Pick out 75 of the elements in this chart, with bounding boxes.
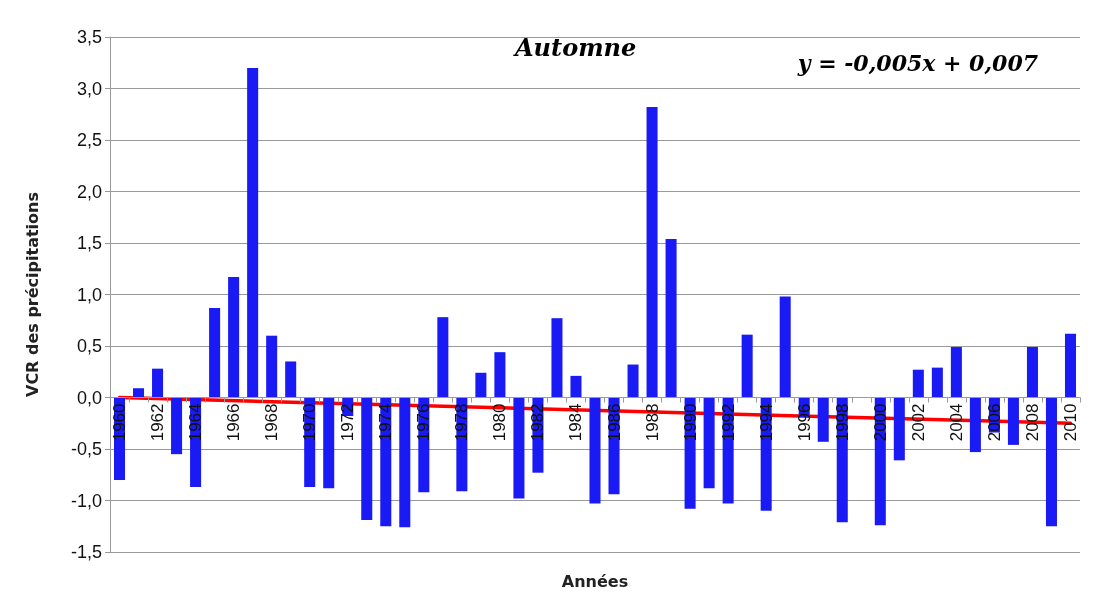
x-tick-label: 1972 bbox=[338, 403, 358, 442]
x-tick-label: 1994 bbox=[756, 403, 776, 442]
bar bbox=[475, 372, 487, 398]
x-tick-label: 1982 bbox=[528, 403, 548, 442]
bar bbox=[950, 347, 962, 398]
bar bbox=[1064, 333, 1077, 398]
bar bbox=[152, 368, 164, 398]
bar bbox=[703, 397, 715, 489]
y-tick-label: 2,0 bbox=[76, 181, 102, 202]
x-axis-title: Années bbox=[561, 572, 629, 591]
bar bbox=[247, 67, 259, 398]
x-tick-label: 2006 bbox=[984, 403, 1004, 442]
x-tick-label: 1990 bbox=[680, 403, 700, 442]
x-tick-label: 1962 bbox=[148, 403, 168, 442]
bar bbox=[285, 361, 297, 398]
x-tick-label: 1998 bbox=[832, 403, 852, 442]
y-tick-label: -1,0 bbox=[70, 490, 102, 511]
y-tick-label: 3,0 bbox=[76, 78, 102, 99]
annotation: y = -0,005x + 0,007 bbox=[796, 50, 1039, 76]
x-tick-label: 1988 bbox=[642, 403, 662, 442]
x-tick-label: 1980 bbox=[490, 403, 510, 442]
bar bbox=[1026, 347, 1038, 398]
chart-title: Automne bbox=[513, 32, 637, 62]
y-tick-label: -0,5 bbox=[70, 439, 102, 459]
x-tick-label: 1986 bbox=[604, 403, 624, 442]
bar bbox=[228, 276, 240, 398]
bar bbox=[741, 334, 753, 398]
x-tick-label: 2004 bbox=[946, 403, 966, 442]
bar bbox=[969, 397, 981, 453]
bar bbox=[323, 397, 335, 489]
bar bbox=[627, 364, 639, 398]
bar bbox=[1007, 397, 1019, 445]
bar bbox=[931, 367, 943, 398]
bar bbox=[551, 318, 563, 398]
y-tick-label: 2,5 bbox=[76, 130, 102, 150]
y-tick-label: 1,5 bbox=[76, 233, 102, 253]
bar bbox=[912, 369, 924, 398]
bar bbox=[133, 388, 145, 398]
bar bbox=[209, 307, 221, 398]
bar bbox=[361, 397, 373, 521]
x-tick-label: 1960 bbox=[110, 403, 130, 442]
y-tick-label: -1,5 bbox=[70, 542, 102, 562]
bar bbox=[494, 352, 506, 398]
x-tick-label: 2010 bbox=[1060, 403, 1080, 442]
y-tick-label: 0,0 bbox=[76, 387, 102, 408]
bar bbox=[817, 397, 829, 442]
y-tick-label: 0,5 bbox=[76, 336, 102, 356]
bar bbox=[779, 296, 791, 398]
bar bbox=[1045, 397, 1057, 527]
x-tick-label: 2000 bbox=[870, 403, 890, 442]
bar bbox=[437, 317, 449, 398]
x-tick-label: 2002 bbox=[908, 403, 928, 442]
bar bbox=[665, 238, 677, 398]
bar bbox=[266, 335, 278, 398]
x-tick-label: 1970 bbox=[300, 403, 320, 442]
y-axis-title: VCR des précipitations bbox=[22, 192, 42, 397]
x-tick-label: 1978 bbox=[452, 403, 472, 442]
bar bbox=[171, 397, 183, 455]
x-tick-label: 1976 bbox=[414, 403, 434, 442]
x-tick-label: 1964 bbox=[186, 403, 206, 442]
x-tick-label: 1996 bbox=[794, 403, 814, 442]
y-tick-label: 3,5 bbox=[76, 27, 102, 47]
x-tick-label: 1966 bbox=[224, 403, 244, 442]
bar bbox=[589, 397, 601, 504]
bar bbox=[570, 375, 582, 398]
bar bbox=[893, 397, 905, 461]
bar bbox=[399, 397, 411, 528]
y-tick-label: 1,0 bbox=[76, 284, 102, 305]
x-tick-label: 1974 bbox=[376, 403, 396, 442]
x-tick-label: 1992 bbox=[718, 403, 738, 442]
x-tick-label: 1968 bbox=[262, 403, 282, 442]
bar bbox=[646, 107, 658, 398]
bar bbox=[513, 397, 525, 499]
x-tick-label: 1984 bbox=[566, 403, 586, 442]
x-tick-label: 2008 bbox=[1022, 403, 1042, 442]
